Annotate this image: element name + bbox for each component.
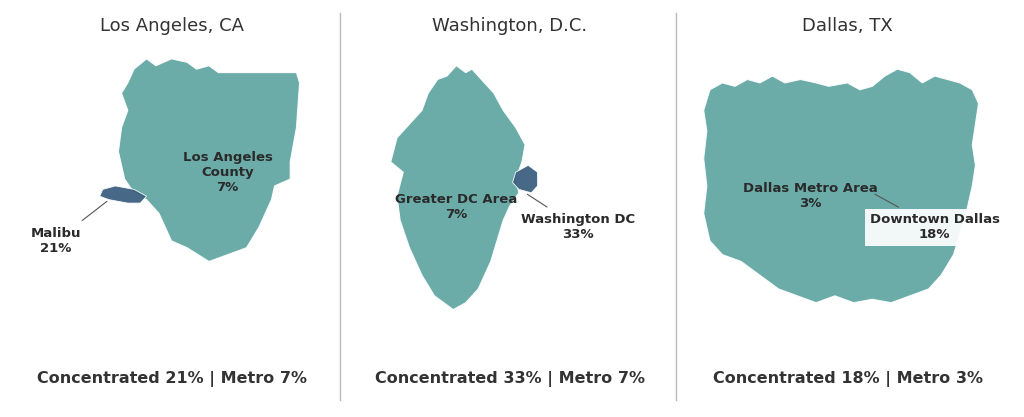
- Title: Washington, D.C.: Washington, D.C.: [432, 17, 587, 35]
- Text: Concentrated 21% | Metro 7%: Concentrated 21% | Metro 7%: [37, 372, 307, 387]
- Polygon shape: [513, 165, 538, 193]
- Title: Dallas, TX: Dallas, TX: [802, 17, 893, 35]
- Text: Washington DC
33%: Washington DC 33%: [521, 194, 635, 241]
- Text: Greater DC Area
7%: Greater DC Area 7%: [395, 193, 517, 221]
- Text: Concentrated 33% | Metro 7%: Concentrated 33% | Metro 7%: [375, 372, 645, 387]
- Title: Los Angeles, CA: Los Angeles, CA: [99, 17, 244, 35]
- Text: Downtown Dallas
18%: Downtown Dallas 18%: [869, 194, 999, 241]
- Polygon shape: [703, 69, 979, 303]
- Text: Concentrated 18% | Metro 3%: Concentrated 18% | Metro 3%: [713, 372, 983, 387]
- Text: Dallas Metro Area
3%: Dallas Metro Area 3%: [742, 182, 878, 210]
- Polygon shape: [391, 66, 525, 309]
- Text: Malibu
21%: Malibu 21%: [31, 201, 106, 255]
- Polygon shape: [99, 186, 146, 203]
- Text: Los Angeles
County
7%: Los Angeles County 7%: [183, 151, 272, 193]
- Polygon shape: [119, 59, 300, 261]
